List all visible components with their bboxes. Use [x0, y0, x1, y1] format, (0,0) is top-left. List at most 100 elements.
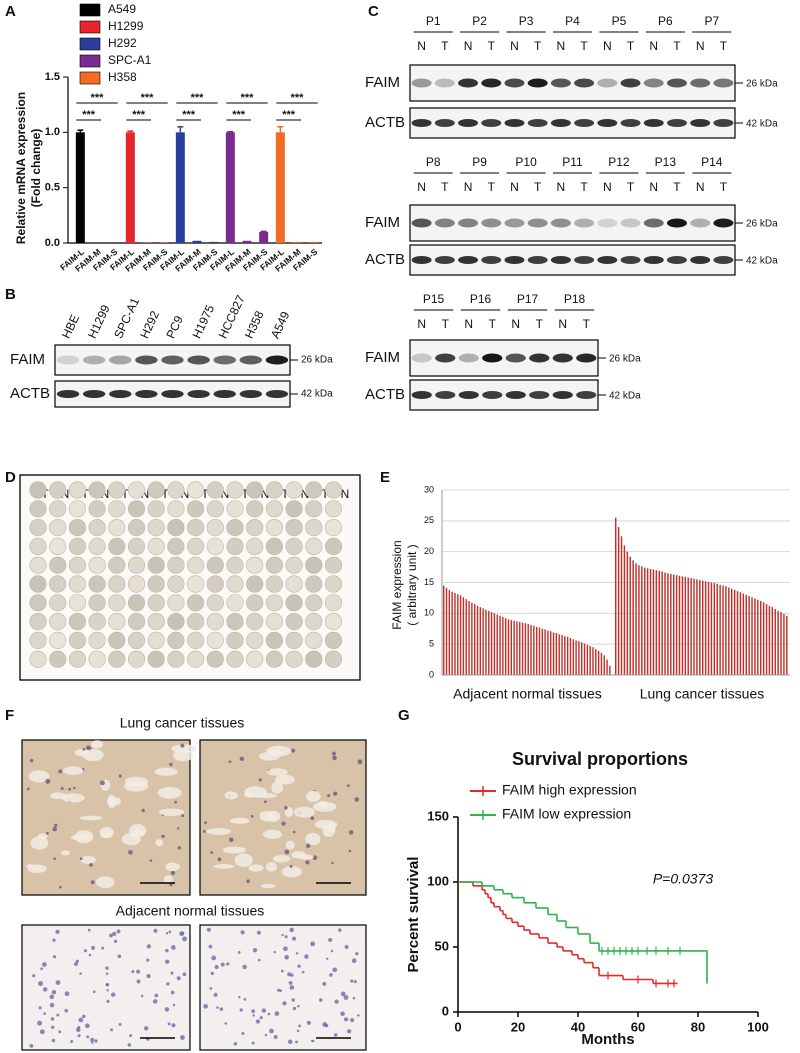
lane-label: N — [557, 39, 566, 53]
bar — [783, 613, 785, 675]
blot-band — [527, 218, 548, 228]
tissue-lumen — [28, 770, 50, 783]
blot-band — [434, 119, 455, 127]
tissue-core — [147, 594, 165, 612]
tissue-core — [305, 575, 323, 593]
column-label: N — [261, 487, 270, 501]
y-tick-label: 30 — [424, 484, 434, 494]
lane-label: N — [649, 39, 658, 53]
lane-label: T — [720, 180, 728, 194]
nucleus — [264, 1033, 268, 1037]
bar — [575, 640, 577, 675]
nucleus — [105, 983, 110, 987]
nucleus — [172, 1003, 176, 1007]
tissue-core — [88, 500, 106, 518]
nucleus — [312, 855, 318, 861]
bar — [751, 597, 753, 675]
nucleus — [210, 971, 215, 976]
nucleus — [326, 957, 329, 960]
tissue-core — [147, 518, 165, 537]
tissue-core — [324, 631, 343, 650]
nucleus — [54, 823, 58, 827]
bar — [728, 587, 730, 675]
bar — [490, 612, 493, 675]
tissue-lumen — [173, 749, 194, 762]
bar — [259, 231, 269, 243]
nucleus — [210, 851, 214, 855]
blot-band — [666, 119, 687, 127]
y-tick-label: 150 — [427, 808, 449, 823]
tissue-core — [127, 594, 146, 612]
nucleus — [87, 928, 91, 932]
bar — [713, 583, 716, 675]
legend-swatch — [79, 71, 101, 85]
blot-band — [504, 218, 525, 228]
nucleus — [99, 780, 105, 786]
lane-label: T — [534, 39, 542, 53]
blot-band — [458, 78, 479, 88]
nucleus — [211, 955, 217, 961]
nucleus — [295, 952, 299, 955]
nucleus — [55, 929, 60, 934]
nucleus — [149, 859, 153, 862]
bar — [655, 570, 658, 675]
bar — [242, 240, 252, 243]
nucleus — [91, 1041, 94, 1044]
legend-label: SPC-A1 — [108, 53, 152, 67]
nucleus — [58, 885, 62, 889]
nucleus — [180, 743, 185, 748]
nucleus — [117, 954, 122, 959]
tissue-core — [88, 556, 106, 574]
nucleus — [276, 988, 281, 992]
tissue-core — [88, 481, 106, 499]
tissue-core — [127, 612, 146, 631]
y-tick-label: 100 — [427, 873, 449, 888]
blot-band — [550, 78, 571, 88]
tissue-lumen — [30, 836, 49, 850]
bar — [544, 629, 546, 675]
bar — [473, 604, 476, 675]
tissue-lumen — [154, 767, 178, 776]
significance-label: *** — [82, 109, 96, 121]
blot-band — [504, 78, 525, 88]
row-label: FAIM — [365, 74, 400, 91]
nucleus — [295, 1040, 298, 1044]
bar — [667, 573, 669, 675]
nucleus — [208, 944, 213, 949]
tissue-core — [305, 556, 323, 574]
lane-label: T — [583, 317, 591, 331]
tissue-core — [127, 575, 146, 593]
row-label: ACTB — [365, 251, 405, 268]
bar — [641, 566, 643, 675]
tissue-core — [246, 537, 264, 556]
panel-letter: A — [5, 3, 16, 20]
tissue-lumen — [244, 792, 254, 798]
lane-label: T — [441, 39, 449, 53]
patient-label: P6 — [658, 14, 673, 28]
nucleus — [219, 1007, 224, 1011]
significance-label: *** — [291, 92, 305, 104]
bar — [292, 241, 302, 243]
lane-label: N — [417, 317, 426, 331]
bar — [745, 594, 747, 675]
nucleus — [258, 778, 262, 782]
significance-label: *** — [141, 92, 155, 104]
bar — [632, 560, 634, 675]
nucleus — [203, 1004, 208, 1009]
significance-label: *** — [191, 92, 205, 104]
bar — [592, 647, 594, 675]
tissue-core — [68, 481, 86, 499]
nucleus — [333, 791, 338, 796]
tissue-core — [49, 594, 67, 612]
row-label: ACTB — [365, 386, 405, 403]
nucleus — [331, 861, 334, 865]
tissue-core — [49, 556, 67, 574]
tissue-lumen — [224, 791, 238, 800]
bar — [725, 586, 727, 675]
bar — [615, 517, 617, 675]
tissue-core — [226, 612, 244, 631]
tissue-core — [187, 481, 205, 499]
tissue-core — [187, 500, 205, 518]
bar — [448, 589, 451, 675]
tissue-core — [127, 481, 146, 499]
